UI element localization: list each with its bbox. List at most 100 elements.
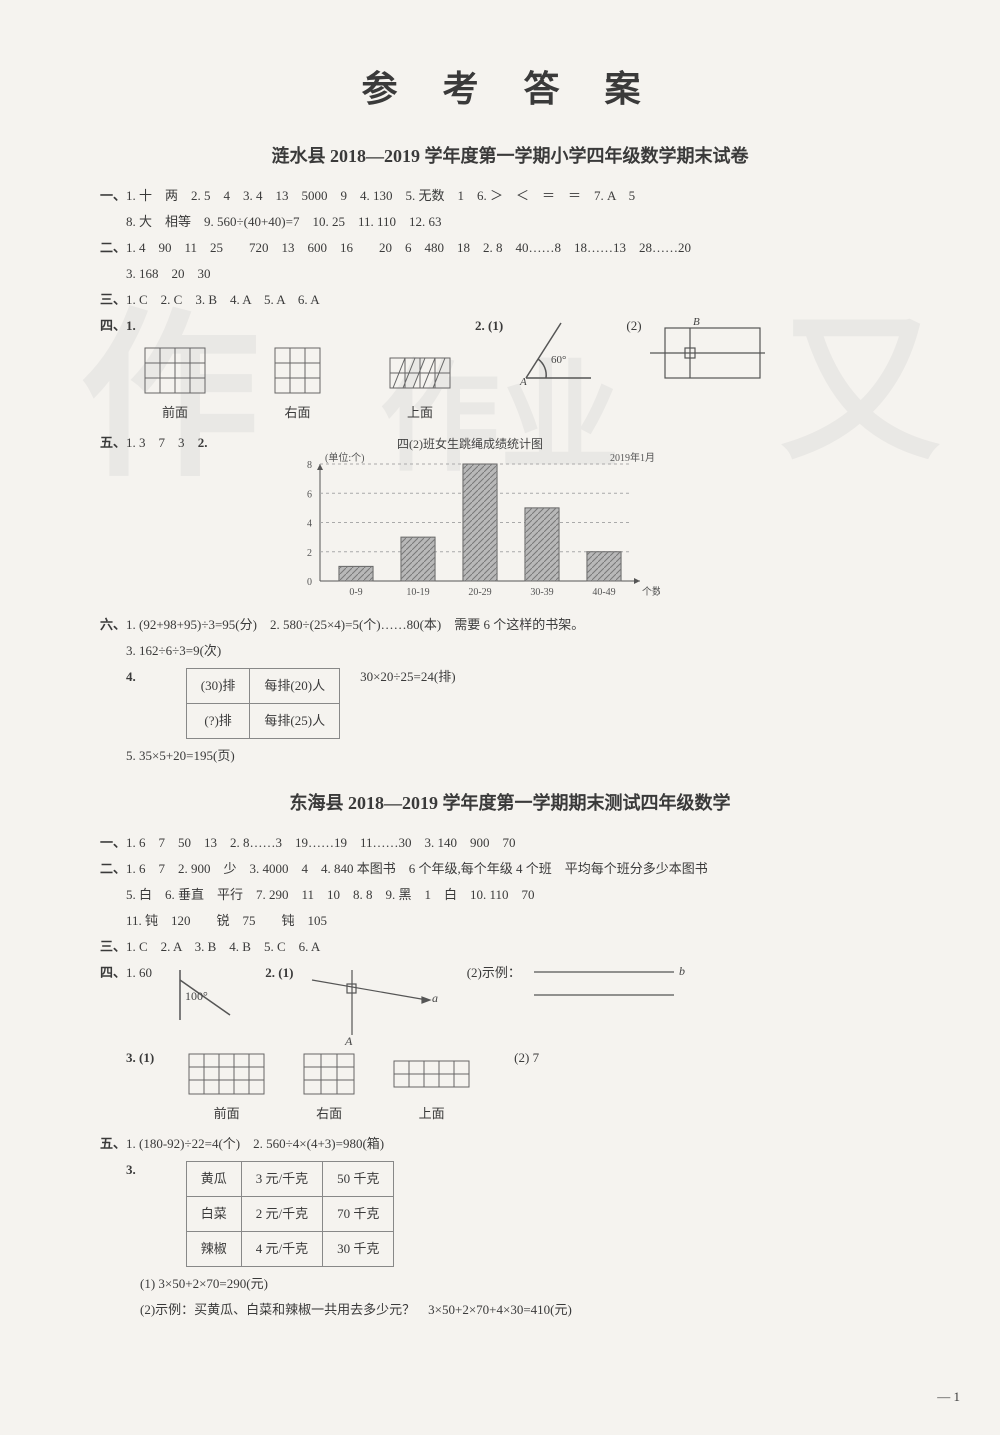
cell: 30 千克	[323, 1232, 394, 1267]
parallel-lines: b	[524, 960, 694, 1010]
q4-calc: 30×20÷25=24(排)	[360, 664, 455, 690]
q2b: (2)	[626, 318, 641, 333]
cell: 黄瓜	[186, 1162, 241, 1197]
text: 1. 6 7 50 13 2. 8……3 19……19 11……30 3. 14…	[126, 835, 516, 850]
svg-text:四(2)班女生跳绳成绩统计图: 四(2)班女生跳绳成绩统计图	[397, 436, 543, 451]
p2-s2-l2: 5. 白 6. 垂直 平行 7. 290 11 10 8. 8 9. 黑 1 白…	[100, 882, 920, 908]
bar-chart: 四(2)班女生跳绳成绩统计图(单位:个)2019年1月024680-910-19…	[280, 436, 660, 606]
label: 二、	[100, 861, 126, 876]
angle-label: 100°	[185, 989, 208, 1003]
cell: 4 元/千克	[241, 1232, 322, 1267]
p1-s6-q4: 4. (30)排每排(20)人 (?)排每排(25)人 30×20÷25=24(…	[100, 664, 920, 743]
table-row: (?)排每排(25)人	[186, 704, 339, 739]
view-label: 右面	[299, 1101, 359, 1127]
table-row: (30)排每排(20)人	[186, 669, 339, 704]
p2-s4-q3: 3. (1) 前面 右面 上面 (2) 7	[100, 1045, 920, 1131]
grid-icon	[140, 343, 210, 398]
text: 1. C 2. A 3. B 4. B 5. C 6. A	[126, 939, 320, 954]
grid-icon	[184, 1049, 269, 1099]
view-top: 上面	[389, 1049, 474, 1127]
pt-A: A	[344, 1034, 353, 1045]
view-label: 前面	[140, 400, 210, 426]
label: 六、	[100, 617, 126, 632]
q4: 4.	[126, 664, 136, 690]
cell: 50 千克	[323, 1162, 394, 1197]
text: 1. 4 90 11 25 720 13 600 16 20 6 480 18 …	[126, 240, 691, 255]
p1-s2-l2: 3. 168 20 30	[100, 261, 920, 287]
label: 二、	[100, 240, 126, 255]
q1: 1. (180-92)÷22=4(个)	[126, 1136, 240, 1151]
view-front: 前面	[140, 343, 210, 426]
text: 1. 十 两 2. 5 4 3. 4 13 5000 9 4. 130 5. 无…	[126, 188, 635, 203]
svg-text:20-29: 20-29	[468, 587, 491, 598]
pt-label: B	[693, 316, 700, 328]
label: 三、	[100, 292, 126, 307]
p1-s4-q2: 2. (1) 60° A	[475, 313, 606, 388]
grid-icon	[385, 343, 455, 398]
main-title: 参 考 答 案	[100, 60, 920, 112]
label: 一、	[100, 835, 126, 850]
p1-s4: 四、1. 前面	[100, 313, 920, 430]
svg-text:0: 0	[307, 577, 312, 588]
q2b: (2)示例：	[467, 965, 521, 980]
text: 1. C 2. C 3. B 4. A 5. A 6. A	[126, 292, 320, 307]
svg-text:2019年1月: 2019年1月	[610, 451, 655, 464]
svg-text:8: 8	[307, 460, 312, 471]
p1-s1: 一、1. 十 两 2. 5 4 3. 4 13 5000 9 4. 130 5.…	[100, 183, 920, 209]
q3: 3. (1)	[126, 1045, 154, 1071]
text: 1. 6 7 2. 900 少 3. 4000 4 4. 840 本图书 6 个…	[126, 861, 708, 876]
p1-s6-q3: 3. 162÷6÷3=9(次)	[100, 638, 920, 664]
p2-s4-q2: 2. (1) a A	[265, 960, 446, 1045]
cell: 白菜	[186, 1197, 241, 1232]
q2: 2. (1)	[265, 965, 293, 980]
q1: 1. 60	[126, 965, 152, 980]
p2-s4-q2b: (2)示例： b	[467, 960, 694, 1010]
q1: 1. 3 7 3	[126, 435, 185, 450]
p2-s5-q3-1: (1) 3×50+2×70=290(元)	[100, 1271, 920, 1297]
cell: 每排(25)人	[250, 704, 340, 739]
p2-s5-q3-2: (2)示例：买黄瓜、白菜和辣椒一共用去多少元？ 3×50+2×70+4×30=4…	[100, 1297, 920, 1323]
svg-text:30-39: 30-39	[530, 587, 553, 598]
rect-diagram: B	[645, 313, 775, 388]
pt-a: a	[432, 991, 438, 1005]
p1-s6: 六、1. (92+98+95)÷3=95(分) 2. 580÷(25×4)=5(…	[100, 612, 920, 638]
view-top: 上面	[385, 343, 455, 426]
label: 五、	[100, 435, 126, 450]
p1-s5: 五、1. 3 7 3 2. 四(2)班女生跳绳成绩统计图 (单位:个) 2019年1…	[100, 430, 920, 612]
q3: 3.	[126, 1157, 136, 1183]
q2: 2. (1)	[475, 318, 503, 333]
q2: 2.	[198, 435, 208, 450]
p2-s3: 三、1. C 2. A 3. B 4. B 5. C 6. A	[100, 934, 920, 960]
p1-s4-q2b: (2) B	[626, 313, 774, 388]
angle-diagram: 60° A	[506, 313, 606, 388]
angle-label: 60°	[551, 354, 566, 366]
svg-text:0-9: 0-9	[349, 587, 362, 598]
page-content: 参 考 答 案 涟水县 2018—2019 学年度第一学期小学四年级数学期末试卷…	[100, 60, 920, 1323]
cell: 2 元/千克	[241, 1197, 322, 1232]
p1-s1-l2: 8. 大 相等 9. 560÷(40+40)=7 10. 25 11. 110 …	[100, 209, 920, 235]
grid-icon	[270, 343, 325, 398]
p2-s1: 一、1. 6 7 50 13 2. 8……3 19……19 11……30 3. …	[100, 830, 920, 856]
svg-text:40-49: 40-49	[592, 587, 615, 598]
line-a: a A	[297, 960, 447, 1045]
q4-table: (30)排每排(20)人 (?)排每排(25)人	[186, 668, 340, 739]
svg-text:4: 4	[307, 519, 312, 530]
label: 四、	[100, 965, 126, 980]
p1-s6-q5: 5. 35×5+20=195(页)	[100, 743, 920, 769]
p1-s3: 三、1. C 2. C 3. B 4. A 5. A 6. A	[100, 287, 920, 313]
q2: 2. 560÷4×(4+3)=980(箱)	[253, 1136, 384, 1151]
label: 三、	[100, 939, 126, 954]
q1: 1. (92+98+95)÷3=95(分)	[126, 617, 257, 632]
table-row: 黄瓜3 元/千克50 千克	[186, 1162, 394, 1197]
grid-views: 前面 右面 上面	[184, 1049, 474, 1127]
grid-icon	[299, 1049, 359, 1099]
p2-s4: 四、1. 60 100° 2. (1) a A	[100, 960, 920, 1045]
p2-s5-q3: 3. 黄瓜3 元/千克50 千克 白菜2 元/千克70 千克 辣椒4 元/千克3…	[100, 1157, 920, 1271]
chart-svg: 四(2)班女生跳绳成绩统计图(单位:个)2019年1月024680-910-19…	[280, 436, 660, 606]
view-right: 右面	[299, 1049, 359, 1127]
p2-s2-l3: 11. 钝 120 锐 75 钝 105	[100, 908, 920, 934]
q3b: (2) 7	[514, 1045, 539, 1071]
cell: (30)排	[186, 669, 250, 704]
cell: 70 千克	[323, 1197, 394, 1232]
svg-text:(单位:个): (单位:个)	[325, 451, 364, 464]
